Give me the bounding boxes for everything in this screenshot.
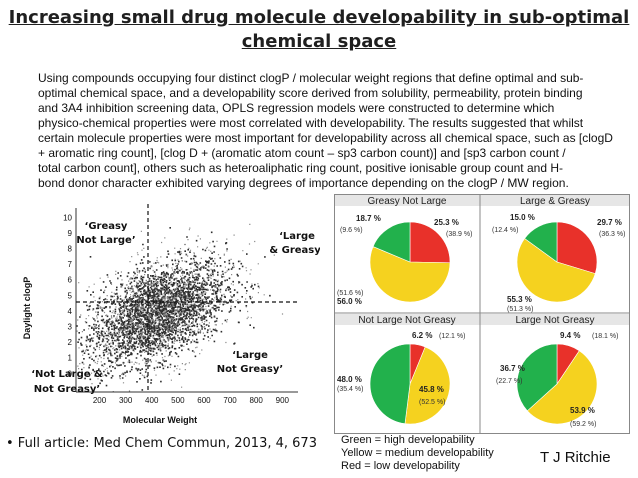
y-axis-label: Daylight clogP [22,277,32,340]
x-tick-label: 300 [119,396,133,405]
legend-red: Red = low developability [341,460,460,472]
x-tick-label: 600 [197,396,211,405]
pie-slice-sublabel: (18.1 %) [592,333,618,340]
y-tick-label: 9 [68,229,73,238]
quadrant-label-line: ‘Not Large & [31,369,103,380]
pie-title: Large & Greasy [520,196,590,207]
abstract-line: + aromatic ring count], [clog D + (aroma… [38,146,566,160]
quadrant-label-line: & Greasy’ [269,245,320,256]
quadrant-label-line: ‘Large [232,350,268,361]
pie-slice-sublabel: (35.4 %) [337,386,363,393]
pie-slice-yellow [516,238,596,303]
y-tick-label: 5 [68,291,73,300]
slide-title-line-1: Increasing small drug molecule developab… [8,7,630,28]
pie-slice-label: 48.0 % [337,375,362,384]
x-tick-label: 900 [276,396,290,405]
abstract-line: physico-chemical properties were most co… [38,116,584,130]
pie-slice-label: 18.7 % [356,214,381,223]
pies-group [369,221,598,425]
y-tick-label: 2 [68,338,73,347]
abstract-line: optimal chemical space, and a developabi… [38,86,583,100]
pie-slice-sublabel: (36.3 %) [599,231,625,238]
quadrant-label-line: ‘Large [279,231,315,242]
x-tick-label: 800 [250,396,264,405]
slide-title-line-2: chemical space [241,31,397,52]
quadrant-label-line: ‘Greasy [85,221,128,232]
pie-slice-green [516,343,558,412]
legend-yellow: Yellow = medium developability [341,447,494,459]
pie-slice-green [372,221,411,263]
x-tick-label: 500 [171,396,185,405]
pie-title: Large Not Greasy [516,315,595,326]
y-tick-label: 6 [68,276,73,285]
pie-labels: 25.3 % (38.9 %) 56.0 %(51.6 %) 18.7 % (9.6 %… [337,213,625,428]
pie-slice-yellow [369,246,451,303]
legend-green: Green = high developability [341,434,475,446]
x-tick-label: 200 [93,396,107,405]
quadrant-label-greasy-not-large: ‘Greasy Not Large’ [76,221,135,246]
pie-slice-label: 29.7 % [597,218,622,227]
y-tick-label: 4 [68,307,73,316]
abstract-line: and 3A4 inhibition screening data, OPLS … [38,101,555,115]
pie-slice-green [524,221,558,263]
pie-slice-label: 6.2 % [412,331,432,340]
pie-slice-label: 9.4 % [560,331,580,340]
y-tick-label: 1 [68,354,73,363]
pie-header-bg [335,195,629,206]
slide-title: Increasing small drug molecule developab… [0,6,638,54]
pie-header-bg [335,314,629,325]
scatter-plot: 0 1 2 3 4 5 6 7 8 9 10 200 300 400 500 600 700 800 900 Mo… [22,204,320,425]
pie-slice-label: 15.0 % [510,213,535,222]
scatter-points [76,223,284,393]
abstract-text: Using compounds occupying four distinct … [38,71,613,191]
pie-slice-sublabel: (9.6 %) [340,227,363,234]
pie-slice-label: 36.7 % [500,364,525,373]
abstract-line: bond donor character exhibited varying d… [38,176,569,190]
pie-slice-label: 56.0 % [337,297,362,306]
pie-charts-panel: Greasy Not Large Large & Greasy Not Larg… [334,194,630,434]
x-tick-label: 700 [223,396,237,405]
quadrant-label-line: Not Greasy’ [34,384,100,395]
pie-slice-yellow [404,346,451,425]
developability-legend: Green = high developability Yellow = med… [341,434,494,473]
x-tick-label: 400 [145,396,159,405]
y-tick-label: 7 [68,260,73,269]
y-ticks: 0 1 2 3 4 5 6 7 8 9 10 [63,213,72,378]
pie-slice-green [369,343,411,425]
pie-slice-sublabel: (38.9 %) [446,231,472,238]
pie-slice-sublabel: (51.3 %) [507,306,533,313]
y-tick-label: 10 [63,213,72,222]
abstract-line: Using compounds occupying four distinct … [38,71,584,85]
pie-slice-label: 45.8 % [419,385,444,394]
pie-slice-sublabel: (12.1 %) [439,333,465,340]
quadrant-label-line: Not Greasy’ [217,364,283,375]
pie-title: Not Large Not Greasy [358,315,455,326]
y-tick-label: 0 [68,369,73,378]
pie-slice-sublabel: (12.4 %) [492,227,518,234]
quadrant-label-not-large-not-greasy: ‘Not Large & Not Greasy’ [31,369,103,395]
pie-slice-sublabel: (59.2 %) [570,421,596,428]
quadrant-label-large-not-greasy: ‘Large Not Greasy’ [217,350,283,375]
pie-slice-label: 25.3 % [434,218,459,227]
abstract-line: certain molecule properties were most im… [38,131,613,145]
abstract-line: total carbon count], others such as hete… [38,161,563,175]
quadrant-label-line: Not Large’ [76,235,135,246]
pie-slice-red [409,221,451,264]
pie-slice-sublabel: (51.6 %) [337,290,363,297]
y-tick-label: 3 [68,323,73,332]
full-article-citation: • Full article: Med Chem Commun, 2013, 4… [6,436,317,451]
pie-slice-sublabel: (52.5 %) [419,399,445,406]
y-tick-label: 8 [68,245,73,254]
pie-slice-red [556,221,598,275]
pie-slice-yellow [526,350,598,425]
x-axis-label: Molecular Weight [123,415,197,425]
author-name: T J Ritchie [540,449,611,466]
quadrant-label-large-greasy: ‘Large & Greasy’ [269,231,320,256]
pie-title: Greasy Not Large [368,196,447,207]
pie-slice-label: 53.9 % [570,406,595,415]
pie-slice-sublabel: (22.7 %) [496,378,522,385]
x-ticks: 200 300 400 500 600 700 800 900 [93,396,290,405]
pie-slice-label: 55.3 % [507,295,532,304]
scatter-point-cloud [76,227,271,391]
